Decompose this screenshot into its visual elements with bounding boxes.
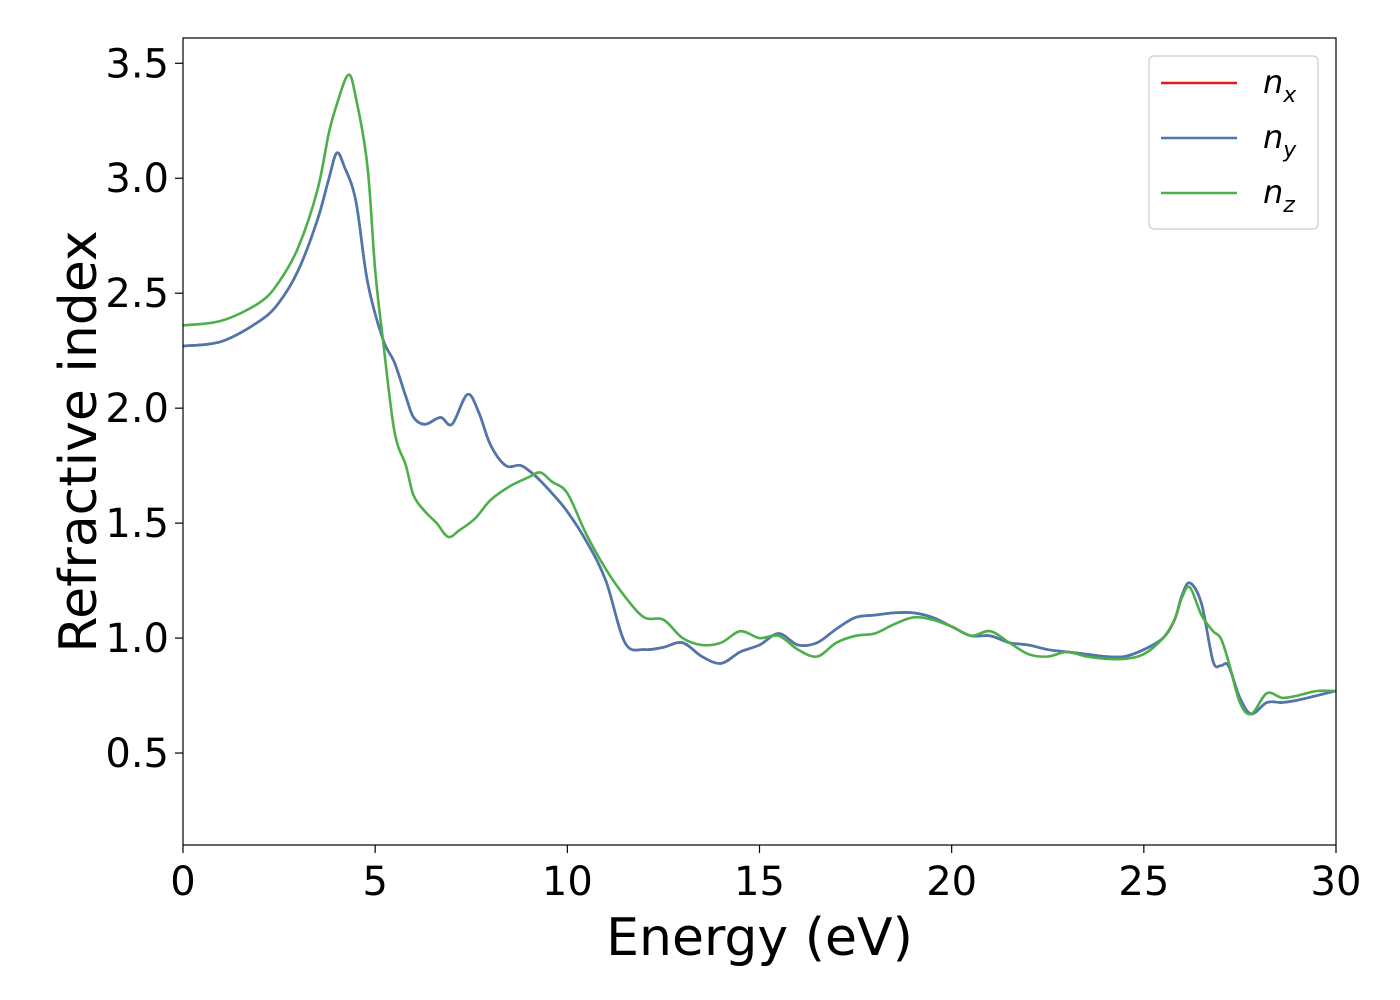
x-tick-label: 20 <box>926 859 977 905</box>
x-axis-title: Energy (eV) <box>606 908 913 968</box>
legend-label: ny <box>1263 118 1297 163</box>
legend-label: nx <box>1263 63 1297 108</box>
series-layer <box>182 73 1337 716</box>
y-tick-label: 3.5 <box>105 41 169 87</box>
legend-label: nz <box>1263 173 1295 218</box>
x-tick-label: 10 <box>542 859 593 905</box>
y-axis: 0.5 1.0 1.5 2.0 2.5 3.0 3.5 <box>105 41 183 777</box>
legend: nx ny nz <box>1148 55 1319 230</box>
x-tick-label: 5 <box>362 859 387 905</box>
x-tick-label: 15 <box>734 859 785 905</box>
y-tick-label: 3.0 <box>105 156 169 202</box>
series-line-nz <box>182 73 1337 716</box>
y-tick-label: 1.0 <box>105 616 169 662</box>
x-axis: 0 5 10 15 20 25 30 <box>170 845 1361 905</box>
y-axis-title: Refractive index <box>49 230 109 652</box>
y-tick-label: 2.0 <box>105 386 169 432</box>
x-tick-label: 0 <box>170 859 195 905</box>
x-tick-label: 30 <box>1311 859 1362 905</box>
y-tick-label: 0.5 <box>105 731 169 777</box>
y-tick-label: 2.5 <box>105 271 169 317</box>
legend-box <box>1148 55 1319 230</box>
y-tick-label: 1.5 <box>105 501 169 547</box>
x-tick-label: 25 <box>1118 859 1169 905</box>
